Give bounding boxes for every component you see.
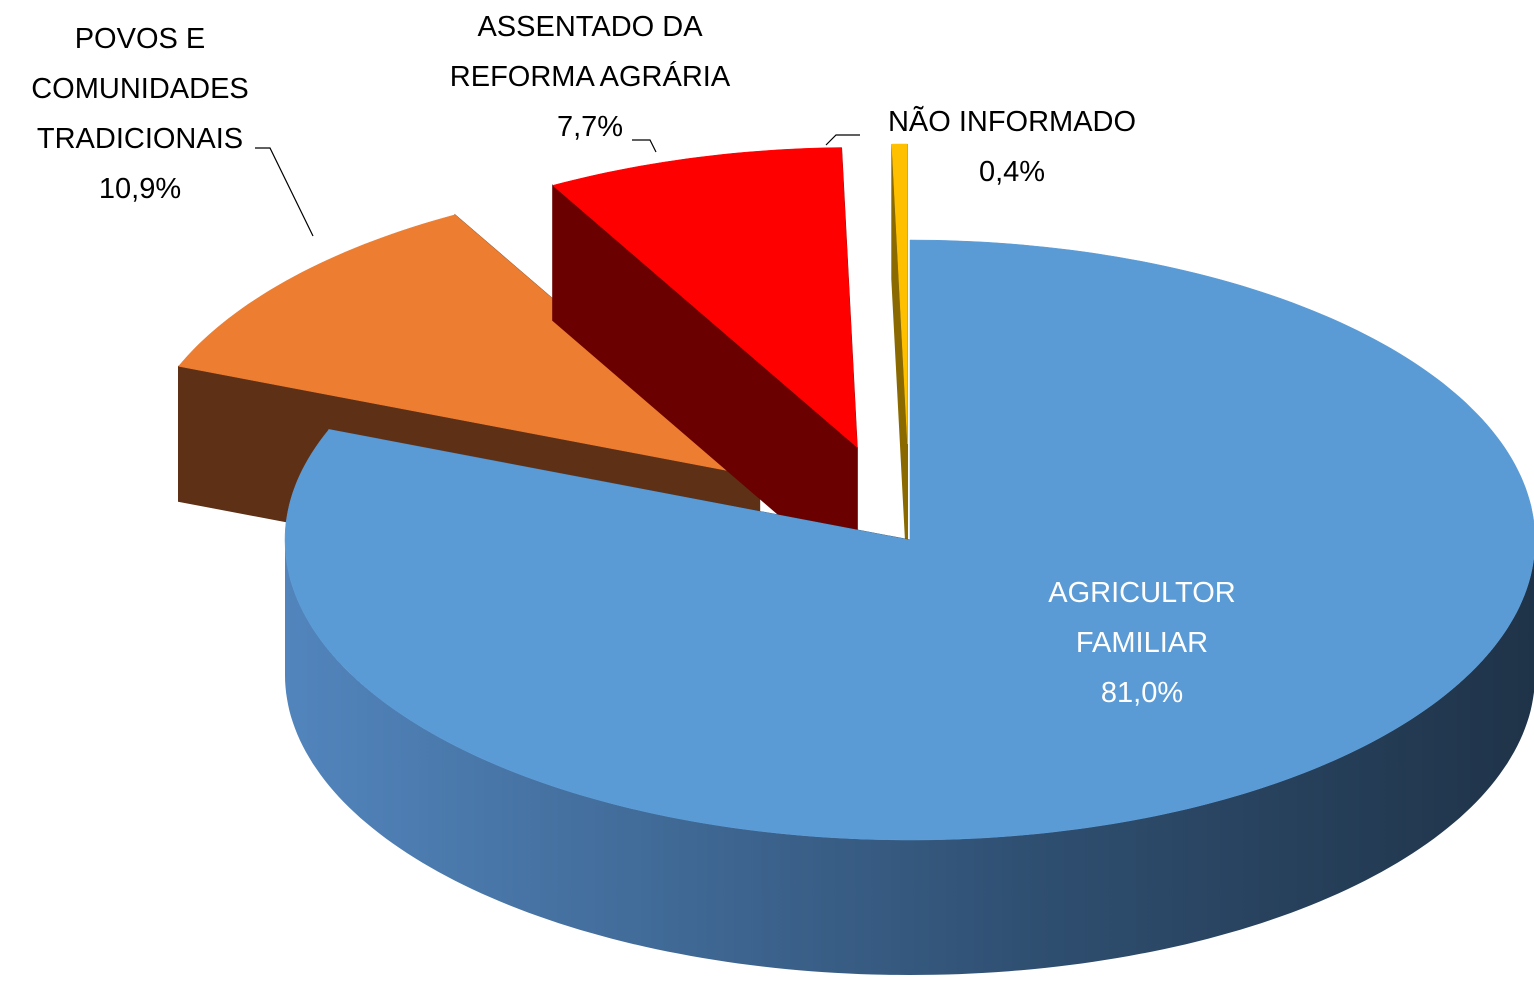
slice-top xyxy=(284,239,1534,841)
value-label: 81,0% xyxy=(1100,677,1184,709)
slice xyxy=(891,143,908,580)
data-label: AGRICULTOR FAMILIAR 81,0% xyxy=(1022,568,1262,718)
category-label: ASSENTADO DA REFORMA AGRÁRIA xyxy=(449,11,731,93)
slice-top xyxy=(891,143,908,445)
data-label: ASSENTADO DA REFORMA AGRÁRIA 7,7% xyxy=(420,2,760,152)
category-label: AGRICULTOR FAMILIAR xyxy=(1048,577,1236,659)
slice-top xyxy=(552,147,858,448)
leader-line xyxy=(825,134,860,146)
value-label: 7,7% xyxy=(556,111,624,143)
slice xyxy=(284,239,1534,975)
data-label: NÃO INFORMADO 0,4% xyxy=(832,97,1192,197)
leader-line xyxy=(632,139,657,153)
leader-line xyxy=(255,147,314,237)
slice-wall xyxy=(285,540,1534,975)
data-label: POVOS E COMUNIDADES TRADICIONAIS 10,9% xyxy=(5,14,275,214)
slice-top xyxy=(178,214,761,478)
category-label: POVOS E COMUNIDADES TRADICIONAIS xyxy=(31,23,249,155)
value-label: 0,4% xyxy=(978,156,1046,188)
value-label: 10,9% xyxy=(98,173,182,205)
category-label: NÃO INFORMADO xyxy=(887,106,1137,138)
slice xyxy=(552,147,858,584)
